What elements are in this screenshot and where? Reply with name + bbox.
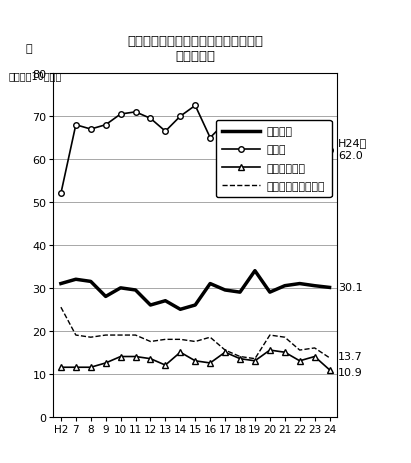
Text: 30.1: 30.1 — [338, 283, 363, 293]
Text: 10.9: 10.9 — [338, 367, 363, 377]
Text: 62.0: 62.0 — [338, 150, 363, 161]
Text: 13.7: 13.7 — [338, 351, 363, 361]
Legend: 脳内出血, 脳梗塞, くも膜下出血, その他の脳血管疾患: 脳内出血, 脳梗塞, くも膜下出血, その他の脳血管疾患 — [216, 120, 332, 198]
Text: 率: 率 — [25, 44, 32, 54]
Title: 脉血管疾患の種類別死亡率の年次推移
（熊本県）: 脉血管疾患の種類別死亡率の年次推移 （熊本県） — [127, 35, 263, 63]
Text: H24年: H24年 — [338, 138, 367, 148]
Text: （人口、10万対）: （人口、10万対） — [8, 71, 61, 81]
